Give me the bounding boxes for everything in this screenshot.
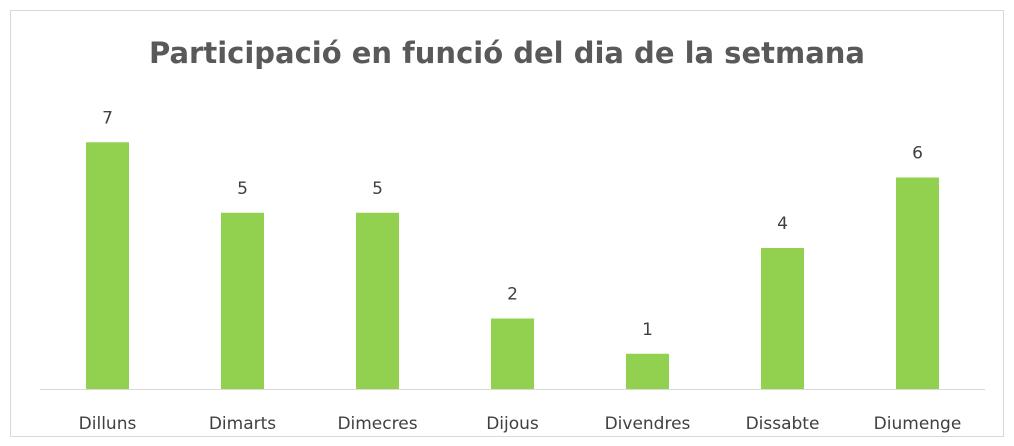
x-tick-label: Dilluns	[79, 414, 137, 434]
data-label: 7	[102, 108, 113, 128]
bar	[356, 212, 399, 389]
chart-title: Participació en funció del dia de la set…	[149, 36, 865, 70]
bar	[626, 353, 669, 389]
x-tick-label: Dimecres	[337, 414, 417, 434]
bar	[86, 142, 129, 389]
data-label: 2	[507, 285, 518, 305]
x-tick-label: Diumenge	[874, 414, 962, 434]
bar	[761, 248, 804, 389]
bar	[896, 177, 939, 389]
data-label: 1	[642, 320, 653, 340]
data-label: 5	[237, 179, 248, 199]
x-tick-label: Dissabte	[746, 414, 820, 434]
data-label: 4	[777, 214, 788, 234]
bar	[491, 318, 534, 389]
bar	[221, 212, 264, 389]
data-label: 6	[912, 144, 923, 164]
x-tick-label: Dimarts	[209, 414, 276, 434]
data-label: 5	[372, 179, 383, 199]
x-tick-label: Dijous	[486, 414, 539, 434]
x-tick-label: Divendres	[605, 414, 691, 434]
